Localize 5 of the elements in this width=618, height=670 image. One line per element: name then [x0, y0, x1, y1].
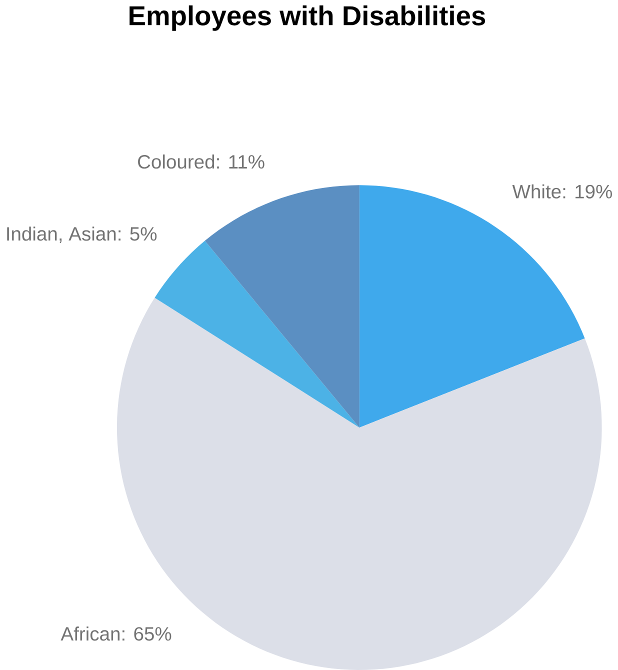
chart-title: Employees with Disabilities [130, 5, 486, 31]
slice-label: White: 19% [512, 184, 612, 198]
slice-label: Indian, Asian: 5% [7, 226, 157, 244]
slice-label: Coloured: 11% [138, 154, 264, 169]
slice-label: African: 65% [60, 626, 172, 641]
